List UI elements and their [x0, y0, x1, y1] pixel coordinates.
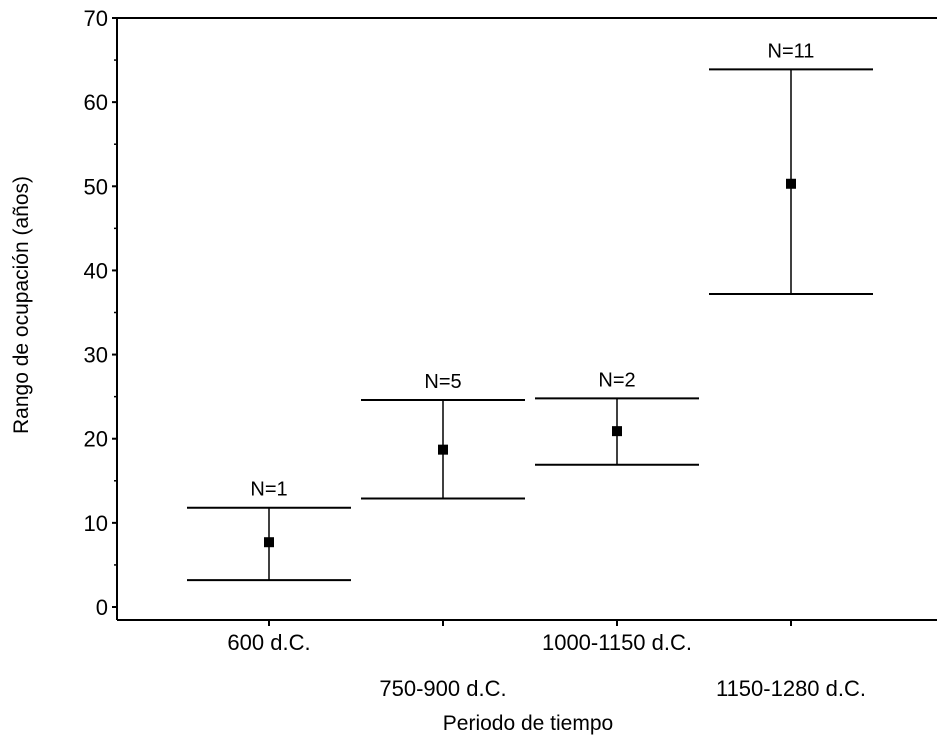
mean-point: [612, 426, 622, 437]
x-tick-label: 600 d.C.: [227, 630, 310, 655]
n-label: N=1: [250, 479, 287, 501]
axes: 0 10 20 30 40 50 60 70 600 d.C. 750-900 d.C. 1000-…: [84, 6, 937, 701]
y-tick-label: 50: [84, 174, 108, 199]
y-tick-label: 10: [84, 511, 108, 536]
n-label: N=11: [768, 40, 815, 62]
y-tick-label: 20: [84, 427, 108, 452]
mean-point: [438, 444, 448, 455]
y-tick-label: 70: [84, 6, 108, 31]
y-tick-label: 30: [84, 343, 108, 368]
x-axis-title: Periodo de tiempo: [443, 712, 613, 735]
y-tick-label: 60: [84, 90, 108, 115]
x-tick-label: 1000-1150 d.C.: [542, 630, 692, 655]
n-label: N=2: [598, 369, 635, 391]
mean-point: [264, 537, 274, 548]
chart-marks: N=1 N=5 N=2 N=11: [187, 40, 873, 582]
x-tick-label: 1150-1280 d.C.: [716, 676, 866, 701]
y-axis-title: Rango de ocupación (años): [10, 176, 33, 434]
n-label: N=5: [424, 371, 461, 393]
mean-point: [786, 178, 796, 189]
y-tick-label: 0: [96, 595, 108, 620]
y-tick-label: 40: [84, 258, 108, 283]
x-tick-label: 750-900 d.C.: [379, 676, 506, 701]
